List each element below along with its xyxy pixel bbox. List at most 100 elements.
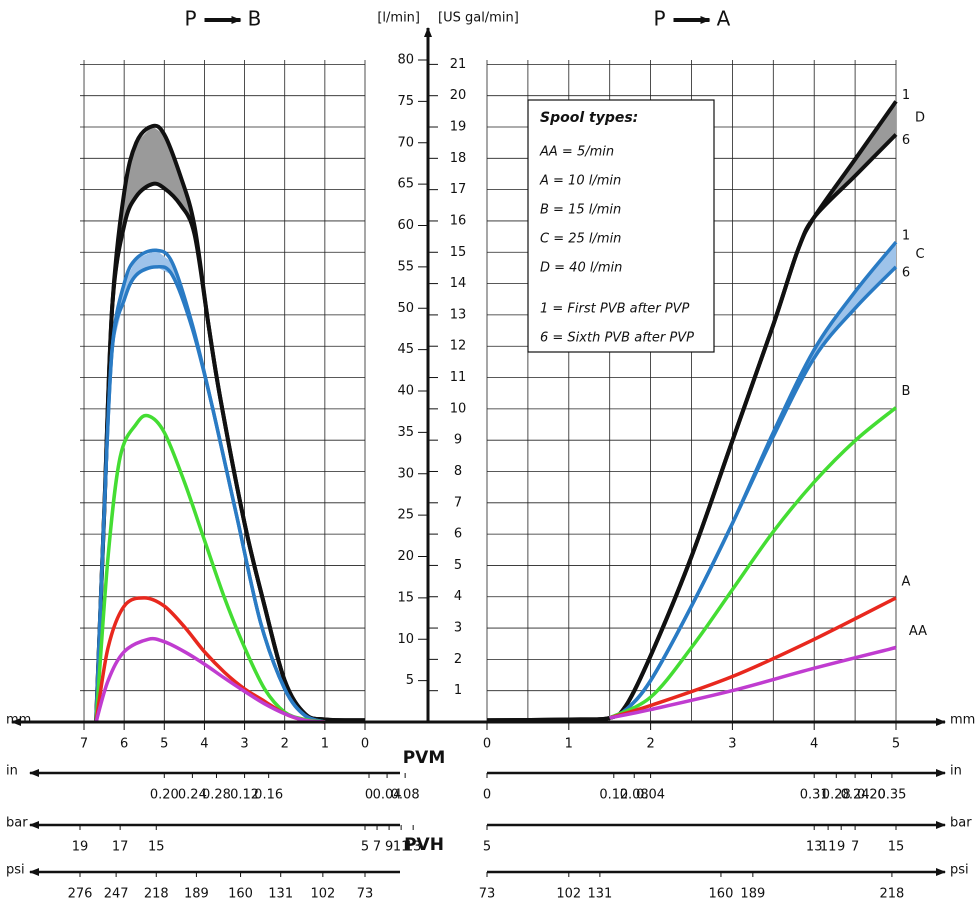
x-axis-label: mm [6, 713, 31, 728]
scale-tick-label: 5 [483, 840, 491, 855]
x-tick-label: 2 [281, 737, 289, 752]
y2-tick-label: 1 [454, 683, 462, 698]
annotation: PVH [404, 835, 444, 855]
x-tick-label: 4 [200, 737, 208, 752]
scale-label: bar [6, 816, 28, 831]
y2-tick-label: 4 [454, 589, 462, 604]
y2-tick-label: 14 [450, 276, 467, 291]
annotation: PVM [403, 748, 446, 768]
scale-tick-label: 131 [587, 887, 612, 902]
scale-tick-label: 15 [148, 840, 165, 855]
panel-title: P [184, 7, 196, 31]
scale-tick-label: 19 [72, 840, 89, 855]
scale-tick-label: 276 [68, 887, 93, 902]
y2-tick-label: 2 [454, 652, 462, 667]
band [609, 242, 896, 718]
scale-tick-label: 160 [709, 887, 734, 902]
series-line [608, 406, 898, 720]
y2-tick-label: 18 [450, 151, 467, 166]
series-line [94, 596, 326, 724]
scale-tick-label: 0.08 [620, 788, 649, 803]
bands [96, 101, 896, 723]
scale-tick-label: 0.35 [877, 788, 906, 803]
scale-tick-label: 11 [820, 840, 837, 855]
series-line [94, 264, 326, 724]
x-tick-label: 7 [80, 737, 88, 752]
scale-tick-label: 13 [806, 840, 823, 855]
scale-tick-label: 17 [112, 840, 129, 855]
x-tick-label: 3 [240, 737, 248, 752]
y-tick-label: 50 [397, 301, 414, 316]
x-axis-label: mm [950, 713, 975, 728]
scale-tick-label: 247 [104, 887, 129, 902]
legend-title: Spool types: [540, 110, 638, 126]
y2-tick-label: 5 [454, 558, 462, 573]
y2-tick-label: 6 [454, 527, 462, 542]
y-tick-label: 60 [397, 218, 414, 233]
series-line [486, 133, 898, 723]
scale-tick-label: 0.08 [391, 788, 420, 803]
scale-tick-label: 0.12 [599, 788, 628, 803]
y2-tick-label: 19 [450, 120, 467, 135]
y-axis-label: [l/min] [377, 11, 420, 26]
scale-tick-label: 9 [837, 840, 845, 855]
y2-tick-label: 13 [450, 307, 467, 322]
series-line [608, 265, 898, 720]
y-tick-label: 55 [397, 259, 414, 274]
x-tick-label: 2 [646, 737, 654, 752]
scale-tick-label: 189 [184, 887, 209, 902]
scale-label: psi [6, 863, 25, 878]
scale-tick-label: 0.24 [178, 788, 207, 803]
scale-tick-label: 0 [483, 788, 491, 803]
group-label: D [915, 110, 925, 125]
x-tick-label: 4 [810, 737, 818, 752]
scale-tick-label: 13 [405, 840, 422, 855]
scale-tick-label: 0.28 [202, 788, 231, 803]
y2-tick-label: 3 [454, 621, 462, 636]
y2-tick-label: 12 [450, 339, 467, 354]
y2-tick-label: 15 [450, 245, 467, 260]
series-label: 6 [902, 133, 910, 148]
scale-tick-label: 218 [144, 887, 169, 902]
series-label: 1 [902, 229, 910, 244]
series-line [609, 596, 897, 720]
x-tick-label: 5 [160, 737, 168, 752]
series-label: B [902, 384, 911, 399]
band [96, 250, 325, 723]
y2-tick-label: 10 [450, 401, 467, 416]
y2-tick-label: 20 [450, 88, 467, 103]
series-label: 6 [902, 265, 910, 280]
x-tick-label: 0 [483, 737, 491, 752]
legend-entry: A = 10 l/min [539, 174, 621, 189]
scale-tick-label: 218 [879, 887, 904, 902]
panel-title: B [248, 7, 262, 31]
y-tick-label: 5 [406, 673, 414, 688]
scale-tick-label: 0.04 [373, 788, 402, 803]
series-line [94, 181, 366, 723]
lines [94, 100, 898, 724]
scale-label: in [950, 764, 962, 779]
legend-entry: 1 = First PVB after PVP [540, 302, 689, 317]
y2-tick-label: 9 [454, 433, 462, 448]
band [487, 101, 896, 721]
grid [80, 60, 897, 722]
y-tick-label: 75 [397, 94, 414, 109]
series-label: 1 [902, 88, 910, 103]
y-tick-label: 35 [397, 425, 414, 440]
scale-tick-label: 7 [851, 840, 859, 855]
x-tick-label: 0 [361, 737, 369, 752]
scale-tick-label: 131 [268, 887, 293, 902]
y-tick-label: 10 [397, 632, 414, 647]
y-tick-label: 20 [397, 549, 414, 564]
scale-tick-label: 0.20 [150, 788, 179, 803]
panel-title: A [717, 7, 731, 31]
y-tick-label: 70 [397, 135, 414, 150]
y2-tick-label: 7 [454, 495, 462, 510]
legend-entry: B = 15 l/min [540, 203, 621, 218]
x-tick-label: 5 [892, 737, 900, 752]
group-label: C [915, 247, 924, 262]
scale-tick-label: 7 [373, 840, 381, 855]
